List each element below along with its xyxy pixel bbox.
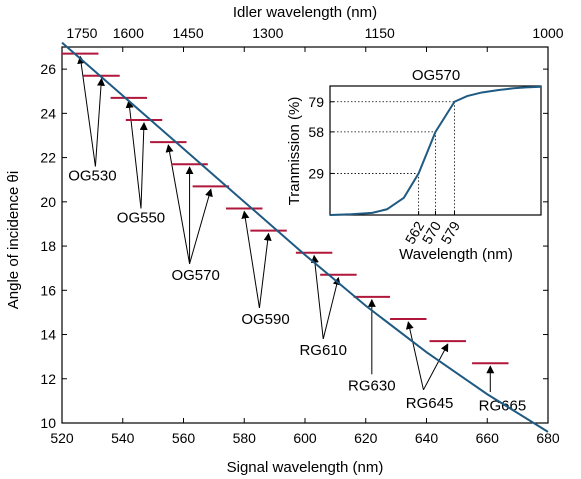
angle-curve <box>61 41 549 433</box>
annotation-arrow <box>423 343 449 391</box>
main-y-axis-label: Angle of incidence θi <box>5 171 22 309</box>
filter-label: OG590 <box>241 311 289 328</box>
main-y-tick-label: 16 <box>40 282 56 298</box>
filter-label: OG550 <box>117 209 165 226</box>
main-chart: 520 540 560 580 600 620 640 660 680 10 12 14 16 18 20… <box>5 4 564 476</box>
main-x-tick-label: 540 <box>111 430 135 446</box>
main-x-axis-label: Signal wavelength (nm) <box>227 459 384 476</box>
main-x-tick-label: 560 <box>172 430 196 446</box>
filter-label: RG645 <box>406 395 454 412</box>
filter-label: RG610 <box>299 342 347 359</box>
main-y-tick-label: 12 <box>40 371 56 387</box>
filter-label: OG530 <box>68 167 116 184</box>
main-y-tick-label: 18 <box>40 238 56 254</box>
annotation-arrow <box>405 321 424 390</box>
annotation-arrow <box>139 121 148 209</box>
main-y-tick-label: 22 <box>40 150 56 166</box>
annotation-arrow <box>241 210 260 309</box>
main-top-x-tick-label: 1600 <box>113 25 144 41</box>
main-top-x-ticks: 1750 1600 1450 1300 1150 1000 <box>66 25 563 41</box>
annotation-arrow <box>310 254 324 340</box>
inset-title: OG570 <box>412 67 460 84</box>
annotation-arrow <box>125 99 142 209</box>
main-top-x-tick-label: 1000 <box>532 25 563 41</box>
annotation-arrow <box>258 232 272 309</box>
filter-label: OG570 <box>171 267 219 284</box>
inset-y-axis-label: Tranmission (%) <box>286 97 303 206</box>
inset-x-tick-label: 579 <box>438 218 464 246</box>
main-y-tick-label: 26 <box>40 61 56 77</box>
filter-label: RG630 <box>348 377 396 394</box>
main-y-tick-label: 10 <box>40 415 56 431</box>
inset-y-ticks: 29 58 79 <box>308 94 334 181</box>
main-top-x-tick-label: 1450 <box>172 25 203 41</box>
annotation-arrow <box>189 188 213 264</box>
main-y-tick-label: 14 <box>40 327 56 343</box>
main-x-tick-label: 620 <box>354 430 378 446</box>
main-x-tick-label: 680 <box>536 430 560 446</box>
main-top-x-tick-label: 1150 <box>365 25 395 41</box>
annotation-arrow <box>322 276 341 340</box>
transmission-curve <box>329 85 542 216</box>
main-y-tick-label: 24 <box>40 105 56 121</box>
main-x-ticks: 520 540 560 580 600 620 640 660 680 <box>50 47 560 446</box>
main-x-tick-label: 640 <box>415 430 439 446</box>
annotation-arrow <box>165 144 191 264</box>
inset-guide-lines <box>330 101 455 215</box>
main-x-tick-label: 660 <box>476 430 500 446</box>
main-x-tick-label: 520 <box>50 430 74 446</box>
annotation-arrow <box>77 55 96 167</box>
inset-y-tick-label: 58 <box>308 124 324 140</box>
main-y-ticks: 10 12 14 16 18 20 22 24 26 <box>40 61 548 431</box>
main-top-x-tick-label: 1300 <box>252 25 283 41</box>
filter-segments <box>62 52 509 365</box>
main-x-tick-label: 600 <box>293 430 317 446</box>
main-top-x-tick-label: 1750 <box>66 25 97 41</box>
annotation-arrow <box>94 77 105 167</box>
inset-x-axis-label: Wavelength (nm) <box>399 246 513 263</box>
main-y-tick-label: 20 <box>40 194 56 210</box>
main-top-x-axis-label: Idler wavelength (nm) <box>233 4 377 21</box>
inset-y-tick-label: 79 <box>308 94 324 110</box>
filter-label: RG665 <box>479 397 527 414</box>
inset-y-tick-label: 29 <box>308 165 324 181</box>
main-x-tick-label: 580 <box>233 430 257 446</box>
